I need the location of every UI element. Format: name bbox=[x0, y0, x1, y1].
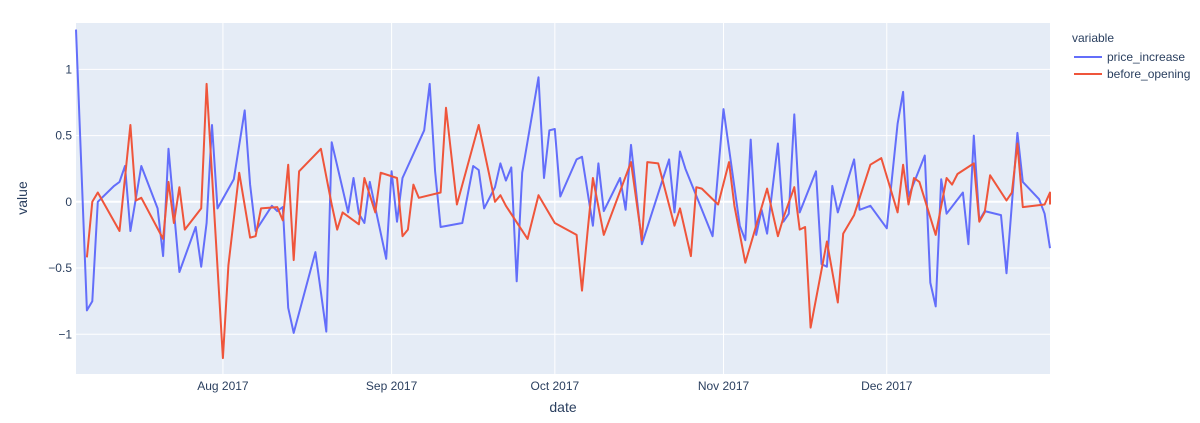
legend-title: variable bbox=[1072, 31, 1114, 45]
legend: variable price_increase before_opening bbox=[1072, 31, 1190, 81]
y-tick-label: 0.5 bbox=[55, 129, 72, 143]
y-tick-label: 1 bbox=[65, 62, 72, 76]
x-tick-label: Sep 2017 bbox=[366, 379, 418, 393]
x-tick-label: Oct 2017 bbox=[530, 379, 579, 393]
legend-item-before-opening[interactable]: before_opening bbox=[1074, 67, 1190, 81]
legend-label-price-increase: price_increase bbox=[1107, 50, 1185, 64]
x-tick-label: Nov 2017 bbox=[698, 379, 750, 393]
x-tick-label: Dec 2017 bbox=[861, 379, 913, 393]
y-tick-label: 0 bbox=[65, 195, 72, 209]
series-line-before-opening bbox=[85, 82, 1051, 360]
plot-background bbox=[76, 23, 1050, 374]
x-gridlines bbox=[222, 23, 888, 374]
series-line-price-increase bbox=[75, 29, 1051, 334]
y-tick-labels: −1 −0.5 0 0.5 1 bbox=[48, 62, 72, 341]
y-gridlines bbox=[76, 68, 1050, 335]
y-tick-label: −0.5 bbox=[48, 261, 72, 275]
y-tick-label: −1 bbox=[58, 327, 72, 341]
x-tick-label: Aug 2017 bbox=[197, 379, 249, 393]
legend-label-before-opening: before_opening bbox=[1107, 67, 1190, 81]
x-axis-title: date bbox=[549, 399, 576, 415]
legend-item-price-increase[interactable]: price_increase bbox=[1074, 50, 1185, 64]
y-axis-title: value bbox=[14, 181, 30, 215]
series-lines bbox=[75, 29, 1051, 360]
x-tick-labels: Aug 2017 Sep 2017 Oct 2017 Nov 2017 Dec 2017 bbox=[197, 379, 913, 393]
